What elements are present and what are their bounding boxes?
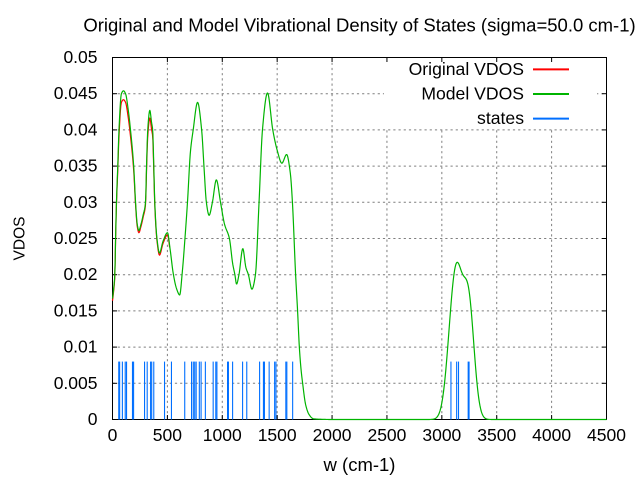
svg-text:0.035: 0.035 [54, 156, 98, 176]
svg-text:Original and Model Vibrational: Original and Model Vibrational Density o… [83, 15, 635, 36]
svg-text:states: states [477, 108, 524, 128]
svg-text:w (cm-1): w (cm-1) [323, 454, 396, 475]
svg-text:2000: 2000 [313, 425, 352, 445]
svg-text:0.045: 0.045 [54, 83, 98, 103]
svg-text:0: 0 [88, 409, 98, 429]
svg-text:3000: 3000 [422, 425, 461, 445]
svg-text:Model VDOS: Model VDOS [421, 84, 524, 104]
svg-text:0: 0 [108, 425, 118, 445]
svg-text:0.03: 0.03 [63, 192, 97, 212]
svg-text:Original VDOS: Original VDOS [409, 59, 524, 79]
svg-text:4000: 4000 [532, 425, 571, 445]
svg-text:1000: 1000 [203, 425, 242, 445]
svg-text:0.015: 0.015 [54, 300, 98, 320]
svg-text:0.02: 0.02 [63, 264, 97, 284]
svg-text:0.025: 0.025 [54, 228, 98, 248]
svg-text:0.01: 0.01 [63, 337, 97, 357]
svg-text:2500: 2500 [367, 425, 406, 445]
svg-text:4500: 4500 [587, 425, 626, 445]
svg-text:0.005: 0.005 [54, 373, 98, 393]
svg-text:500: 500 [153, 425, 182, 445]
svg-text:1500: 1500 [258, 425, 297, 445]
svg-text:VDOS: VDOS [12, 217, 29, 261]
svg-text:0.04: 0.04 [63, 119, 97, 139]
svg-text:0.05: 0.05 [63, 47, 97, 67]
svg-text:3500: 3500 [477, 425, 516, 445]
